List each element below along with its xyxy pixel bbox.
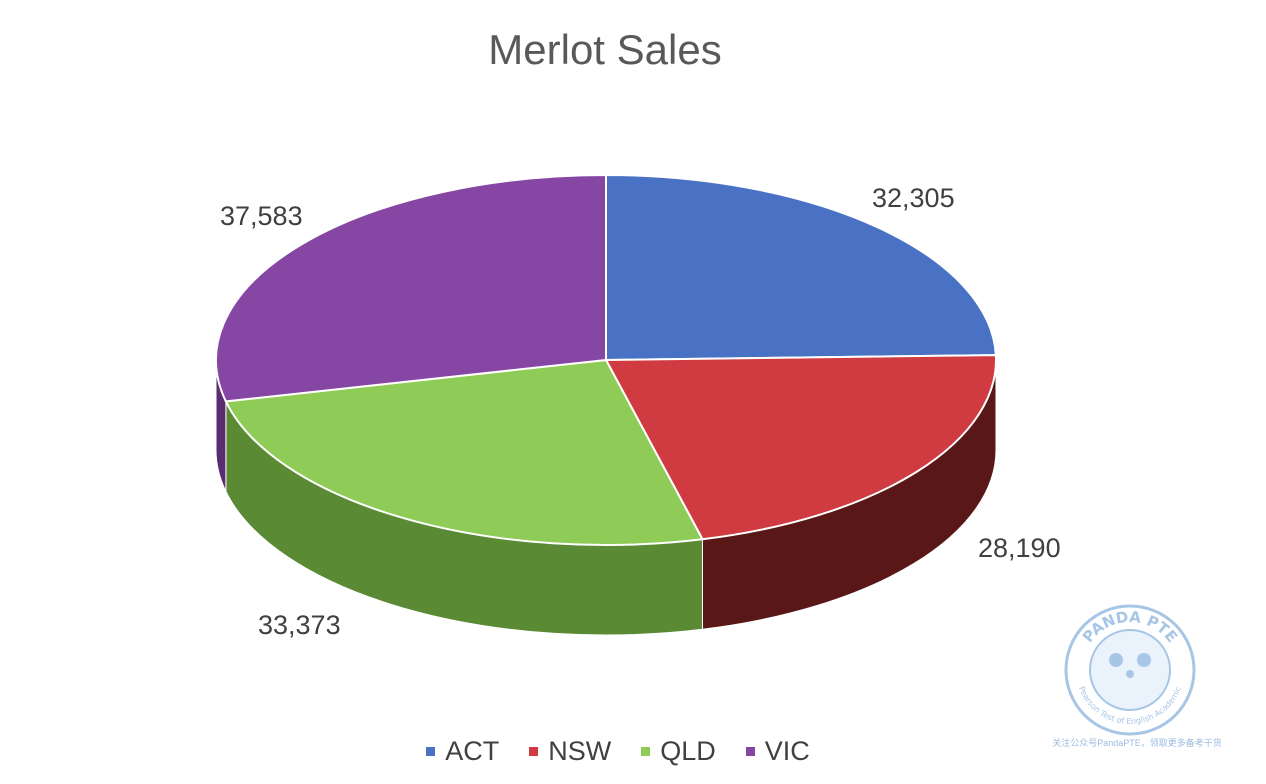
data-label-qld: 33,373 xyxy=(258,610,341,640)
legend-item-nsw: NSW xyxy=(529,736,611,767)
legend-item-qld: QLD xyxy=(641,736,716,767)
watermark-caption: 关注公众号PandaPTE，领取更多备考干货 xyxy=(1052,738,1222,748)
legend-label-vic: VIC xyxy=(764,736,810,766)
chart-title: Merlot Sales xyxy=(488,26,722,73)
pie-slice-vic xyxy=(215,174,607,403)
legend-swatch-act xyxy=(426,747,436,756)
legend-label-nsw: NSW xyxy=(548,736,612,766)
pie-slice-qld xyxy=(224,359,704,546)
chart-legend: ACT NSW QLD VIC xyxy=(0,736,1236,767)
data-label-vic: 37,583 xyxy=(220,201,303,231)
legend-item-vic: VIC xyxy=(745,736,810,767)
legend-swatch-qld xyxy=(641,747,651,756)
data-label-act: 32,305 xyxy=(872,183,955,213)
panda-pte-watermark: PANDA PTE Pearson Test of English Academ… xyxy=(1064,604,1196,736)
pie-slice-act xyxy=(605,174,997,361)
data-label-nsw: 28,190 xyxy=(978,533,1061,563)
pie-slice-nsw xyxy=(605,354,997,541)
legend-label-qld: QLD xyxy=(660,736,716,766)
legend-label-act: ACT xyxy=(445,736,500,766)
legend-swatch-vic xyxy=(745,747,755,756)
legend-swatch-nsw xyxy=(529,747,539,756)
legend-item-act: ACT xyxy=(426,736,499,767)
